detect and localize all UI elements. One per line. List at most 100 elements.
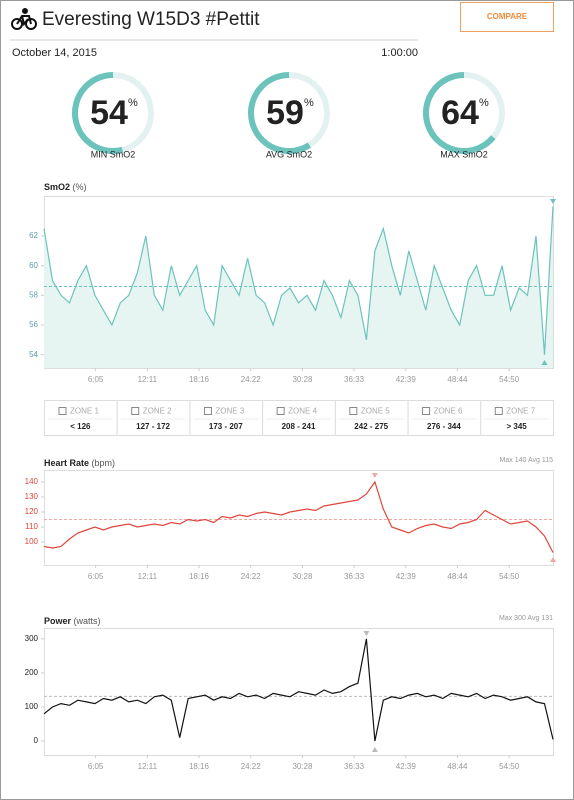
avg-value: 115: [542, 457, 553, 464]
chart-title: Power (watts): [44, 616, 101, 626]
zone-range: > 345: [507, 422, 528, 431]
x-tick-label: 36:33: [344, 572, 365, 581]
x-tick-label: 54:50: [499, 375, 520, 384]
x-tick-label: 36:33: [344, 762, 365, 771]
x-tick-label: 48:44: [447, 572, 468, 581]
y-tick-label: 60: [29, 261, 38, 270]
x-tick-label: 54:50: [499, 762, 520, 771]
gauge-label: MIN SmO2: [91, 149, 136, 159]
series-line: [43, 206, 554, 355]
chart-title-unit: (%): [73, 182, 87, 192]
y-tick-label: 300: [25, 634, 39, 643]
max-value: 140: [515, 457, 527, 464]
compare-button[interactable]: [460, 2, 554, 32]
y-tick-label: 100: [25, 702, 39, 711]
chart-title-text: Heart Rate: [44, 458, 89, 468]
zone-checkbox[interactable]: [203, 407, 212, 415]
gauge-value: 54: [90, 94, 128, 132]
chart-title: Heart Rate (bpm): [44, 458, 115, 468]
zone-box: [44, 400, 118, 436]
zone-checkbox[interactable]: [349, 407, 358, 415]
gauge-arc: [72, 72, 124, 154]
y-tick-label: 110: [25, 522, 38, 531]
zone-range: 127 - 172: [136, 422, 170, 431]
x-tick-label: 18:16: [189, 572, 210, 581]
zone-box: [116, 400, 191, 436]
zone-name: ZONE 3: [215, 407, 244, 416]
gauge-value: 64: [441, 94, 479, 132]
zone-box: [262, 400, 336, 436]
series-line: [43, 480, 554, 553]
zone-checkbox[interactable]: [131, 407, 140, 415]
y-tick-label: 0: [34, 736, 39, 745]
x-tick-label: 6:05: [88, 762, 104, 771]
x-tick-label: 42:39: [396, 572, 417, 581]
max-label: Max: [500, 457, 514, 464]
y-tick-label: 120: [25, 507, 39, 516]
y-tick-label: 100: [25, 537, 39, 546]
x-tick-label: 36:33: [344, 375, 365, 384]
x-tick-label: 12:11: [138, 762, 158, 771]
zone-range: 242 - 275: [354, 422, 388, 431]
compare-button-label[interactable]: COMPARE: [487, 12, 528, 21]
x-tick-label: 48:44: [447, 375, 468, 384]
x-tick-label: 48:44: [447, 762, 468, 771]
plot-frame: [44, 628, 554, 756]
min-marker: [371, 747, 378, 752]
zone-checkbox[interactable]: [494, 407, 503, 415]
max-label: Max: [499, 615, 513, 622]
chart-title-unit: (watts): [74, 616, 101, 626]
zone-name: ZONE 5: [361, 407, 390, 416]
gauge-arc: [248, 72, 311, 154]
x-tick-label: 30:28: [292, 375, 313, 384]
y-tick-label: 54: [29, 350, 38, 359]
zone-range: < 126: [70, 422, 91, 431]
zone-name: ZONE 7: [506, 407, 535, 416]
x-tick-label: 30:28: [292, 572, 313, 581]
zone-range: 208 - 241: [282, 422, 316, 431]
max-marker: [363, 631, 370, 636]
plot-frame: [44, 470, 554, 566]
y-tick-label: 130: [25, 492, 39, 501]
series-area: [44, 206, 553, 368]
zone-box: [189, 400, 264, 436]
y-tick-label: 56: [29, 320, 38, 329]
zone-checkbox[interactable]: [422, 407, 431, 415]
x-tick-label: 24:22: [241, 375, 262, 384]
zone-name: ZONE 4: [288, 407, 317, 416]
ride-date: October 14, 2015: [12, 47, 97, 59]
zone-range: 173 - 207: [209, 422, 243, 431]
max-value: 300: [514, 615, 526, 622]
gauge-label: AVG SmO2: [266, 149, 312, 159]
series-line: [43, 638, 554, 742]
x-tick-label: 24:22: [241, 762, 262, 771]
x-tick-label: 24:22: [241, 572, 262, 581]
x-tick-label: 18:16: [189, 375, 210, 384]
zone-checkbox[interactable]: [58, 407, 67, 415]
chart-title-text: Power: [44, 616, 72, 626]
chart-title: SmO2 (%): [44, 182, 87, 192]
gauge-label: MAX SmO2: [440, 149, 488, 159]
zone-checkbox[interactable]: [276, 407, 285, 415]
chart-title-text: SmO2: [44, 182, 70, 192]
min-marker: [550, 557, 556, 562]
y-tick-label: 140: [25, 477, 39, 486]
avg-label: Avg: [528, 457, 540, 464]
gauge-arc: [423, 72, 496, 154]
gauge-value: 59: [266, 94, 304, 132]
avg-label: Avg: [527, 615, 539, 622]
x-tick-label: 6:05: [88, 572, 104, 581]
zone-box: [334, 400, 409, 436]
max-marker: [371, 473, 378, 478]
x-tick-label: 12:11: [138, 375, 158, 384]
x-tick-label: 30:28: [292, 762, 313, 771]
zone-name: ZONE 2: [143, 407, 172, 416]
zone-box: [407, 400, 482, 436]
x-tick-label: 12:11: [138, 572, 158, 581]
gauge-unit: %: [479, 97, 489, 109]
min-marker: [541, 360, 548, 365]
x-tick-label: 54:50: [499, 572, 520, 581]
zone-box: [480, 400, 554, 436]
zone-name: ZONE 1: [70, 407, 99, 416]
